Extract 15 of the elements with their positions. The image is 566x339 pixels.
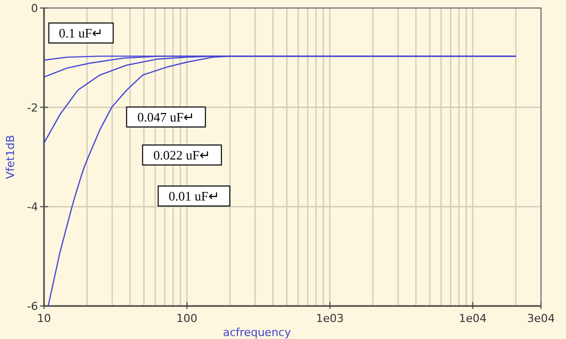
annotation: 0.1 uF↵ [58, 26, 104, 40]
x-tick-label: 10 [37, 312, 51, 325]
x-tick-label: 3e04 [527, 312, 555, 325]
annotation: 0.01 uF↵ [168, 188, 220, 204]
y-tick-label: -2 [27, 101, 38, 114]
x-axis-title: acfrequency [223, 326, 292, 339]
x-tick-label: 1e04 [458, 312, 487, 325]
annotation: 0.047 uF↵ [137, 110, 195, 124]
y-tick-label: -4 [27, 200, 38, 214]
x-tick-label: 100 [176, 312, 198, 325]
annotation: 0.022 uF↵ [153, 148, 211, 162]
y-tick-label: 0 [31, 2, 38, 15]
y-tick-label: -6 [27, 300, 38, 313]
x-tick-label: 1e03 [316, 312, 344, 325]
y-axis-title: Vfet1dB [4, 134, 17, 180]
